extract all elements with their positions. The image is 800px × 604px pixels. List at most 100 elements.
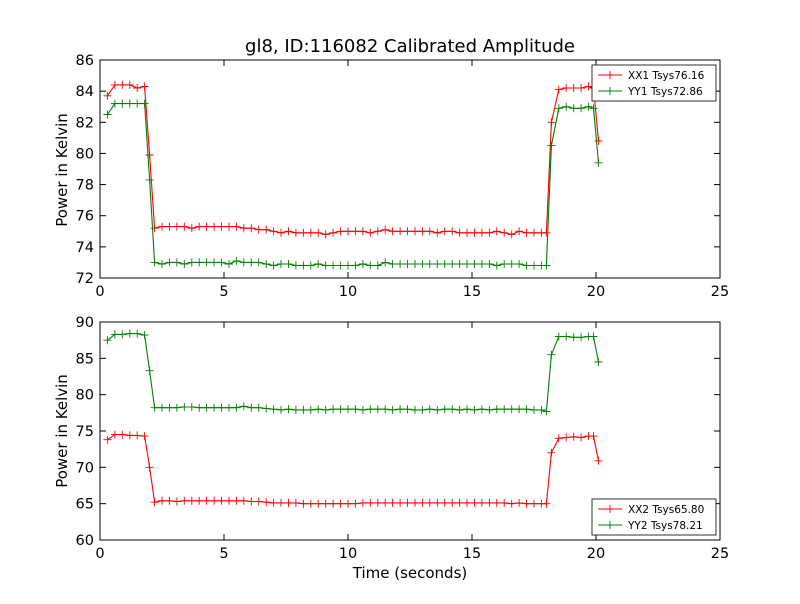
top-series-1-point (103, 91, 112, 100)
top-series-1-point (485, 228, 494, 237)
bottom-xtick-label: 25 (711, 546, 729, 562)
bottom-series-2-point (150, 403, 159, 412)
top-series-2-point (351, 261, 360, 270)
bottom-series-1-point (562, 433, 571, 442)
top-series-2-point (336, 261, 345, 270)
bottom-series-2-point (351, 405, 360, 414)
top-legend-entry: XX1 Tsys76.16 (628, 70, 705, 82)
bottom-series-1-point (314, 499, 323, 508)
top-series-1-point (381, 225, 390, 234)
bottom-series-2-point (562, 332, 571, 341)
bottom-series-1-point (118, 430, 127, 439)
top-series-2-point (150, 258, 159, 267)
bottom-series-1-point (507, 499, 516, 508)
bottom-series-2-point (569, 333, 578, 342)
bottom-series-1-point (225, 496, 233, 505)
top-series-1-point (500, 228, 509, 237)
bottom-series-2-point (455, 405, 464, 414)
top-series-2-point (547, 141, 556, 150)
top-series-1-point (172, 222, 181, 231)
bottom-series-2-point (239, 402, 248, 411)
top-series-2-point (440, 260, 449, 268)
bottom-series-1-point (433, 498, 442, 507)
bottom-series-2-point (225, 403, 233, 412)
top-series-2-point (411, 260, 419, 268)
bottom-series-1-point (329, 499, 338, 508)
top-series-1-point (373, 227, 382, 236)
bottom-series-2-point (118, 330, 127, 339)
top-ytick-label: 72 (76, 271, 94, 287)
top-series-1-point (306, 228, 315, 237)
bottom-series-2-point (180, 403, 189, 411)
bottom-series-2-point (291, 405, 300, 414)
top-series-2-point (299, 261, 308, 270)
bottom-series-1-point (425, 498, 434, 507)
top-legend: XX1 Tsys76.16 YY1 Tsys72.86 (591, 64, 717, 102)
bottom-series-2-point (507, 405, 516, 414)
bottom-series-2-point (299, 405, 308, 414)
bottom-series-1-point (542, 499, 551, 508)
bottom-series-1-point (150, 498, 159, 507)
bottom-series-1-point (522, 499, 531, 508)
bottom-xlabel: Time (seconds) (352, 564, 468, 582)
top-series-2-point (202, 258, 211, 267)
bottom-series-1-point (262, 498, 271, 507)
top-series-1-point (329, 228, 338, 237)
bottom-series-1-point (133, 431, 142, 440)
top-ytick-label: 76 (76, 209, 94, 225)
top-series-2-point (492, 261, 501, 270)
bottom-series-2-point (485, 405, 494, 414)
bottom-series-2-point (103, 336, 112, 345)
bottom-series-2-point (336, 405, 345, 414)
bottom-series-1-point (485, 498, 494, 507)
bottom-series-2-point (232, 403, 241, 412)
bottom-xtick-label: 5 (219, 546, 228, 562)
top-series-2-point (239, 258, 248, 267)
top-series-2-point (396, 260, 405, 268)
top-series-1-point (411, 227, 419, 236)
top-series-1-point (165, 222, 174, 231)
bottom-series-2-point (165, 403, 174, 412)
top-series-1-point (418, 227, 427, 236)
bottom-series-1-point (291, 498, 300, 507)
top-series-2-point (381, 258, 390, 267)
top-series-2-point (448, 260, 457, 268)
top-series-2-point (373, 261, 382, 270)
bottom-series-1-point (232, 496, 241, 505)
bottom-series-2-point (247, 403, 256, 412)
top-series-1-point (299, 228, 308, 237)
top-series-2-point (145, 175, 154, 184)
bottom-ytick-label: 85 (76, 351, 94, 367)
bottom-series-1-point (165, 496, 174, 505)
top-series-2-point (554, 104, 563, 113)
top-series-1-point (291, 228, 300, 237)
top-series-2 (103, 99, 603, 270)
top-series-1-point (547, 118, 556, 127)
bottom-series-2-point (358, 405, 367, 414)
bottom-series-1-point (239, 496, 248, 505)
top-legend-marker (606, 87, 614, 95)
top-series-2-point (507, 260, 516, 268)
bottom-series-1-point (418, 498, 427, 507)
top-series-1-point (232, 222, 241, 231)
top-series-1-point (388, 227, 397, 236)
top-series-1-point (314, 228, 323, 237)
bottom-series-2-point (366, 405, 375, 414)
top-series-2-point (284, 260, 293, 268)
top-series-2-point (210, 258, 219, 267)
top-series-2-point (110, 99, 119, 108)
top-ytick-label: 74 (76, 240, 94, 256)
top-series-1-point (366, 228, 375, 237)
top-series-2-point (403, 260, 412, 268)
bottom-series-1-point (396, 498, 405, 507)
top-series-2-point (247, 258, 256, 267)
top-series-2-point (103, 110, 112, 119)
top-series-2-point (463, 260, 471, 268)
bottom-series-1-point (351, 499, 360, 508)
bottom-series-1-point (477, 498, 486, 507)
top-series-1-point (577, 84, 586, 92)
top-series-1-point (554, 85, 563, 94)
top-ylabel: Power in Kelvin (53, 113, 71, 227)
top-series-1-point (284, 227, 293, 236)
bottom-legend-marker (606, 505, 614, 513)
